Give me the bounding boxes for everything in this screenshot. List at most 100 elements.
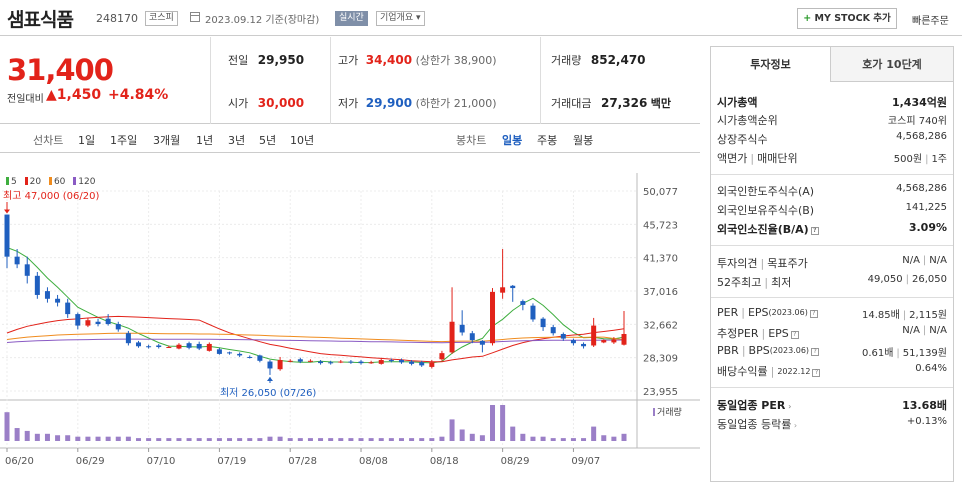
divider xyxy=(711,174,953,175)
tab-investment-info[interactable]: 투자정보 xyxy=(711,47,831,82)
stat-value: 30,000 xyxy=(257,96,305,110)
stat-label: 거래대금 xyxy=(551,97,592,110)
low-arrow-head xyxy=(266,376,273,381)
candle xyxy=(318,361,324,364)
volume-bar xyxy=(540,436,546,441)
help-icon[interactable]: ? xyxy=(809,310,818,318)
period-5y-button[interactable]: 5년 xyxy=(259,134,277,147)
add-my-stock-button[interactable]: + MY STOCK 추가 xyxy=(797,8,897,29)
help-icon[interactable]: ? xyxy=(811,348,820,356)
period-1d-button[interactable]: 1일 xyxy=(78,134,96,147)
candle xyxy=(257,355,263,361)
volume-bar xyxy=(267,436,273,441)
divider xyxy=(711,245,953,246)
period-1y-button[interactable]: 1년 xyxy=(196,134,214,147)
market-cap-row: 시가총액 1,434억원 xyxy=(717,96,947,109)
sector-per-row[interactable]: 동일업종 PER › 13.68배 xyxy=(717,399,947,412)
x-tick-label: 06/20 xyxy=(5,456,34,467)
volume-bar xyxy=(490,405,496,441)
sector-change-row[interactable]: 동일업종 등락률 › +0.13% xyxy=(717,416,947,431)
ma5-line xyxy=(6,247,625,364)
legend-ma20: 20 xyxy=(24,177,41,187)
candle xyxy=(479,340,485,345)
quick-order-button[interactable]: 빠른주문 xyxy=(912,16,949,27)
volume-bar xyxy=(378,438,384,441)
candle xyxy=(388,360,394,362)
stat-label: 전일 xyxy=(228,54,249,67)
volume-bar xyxy=(287,438,293,441)
candle xyxy=(449,321,455,353)
candle xyxy=(307,360,313,362)
price-chart[interactable]: 5 20 60 120 50,077 45,723 41,370 37,016 32,6… xyxy=(0,173,700,488)
price-panel: 31,400 전일대비 ▲1,450 +4.84% 전일 29,950 고가 3… xyxy=(0,37,700,124)
volume-bar xyxy=(469,433,475,441)
period-1w-button[interactable]: 1주일 xyxy=(110,134,138,147)
candle xyxy=(520,301,526,305)
period-daily-button[interactable]: 일봉 xyxy=(502,134,523,147)
candle xyxy=(550,327,556,334)
candle xyxy=(227,352,233,354)
help-icon[interactable]: ? xyxy=(810,227,819,235)
period-3m-button[interactable]: 3개월 xyxy=(153,134,181,147)
volume-bar xyxy=(348,438,354,441)
candle xyxy=(581,343,587,347)
volume-bar xyxy=(459,429,465,441)
investment-info-panel: 투자정보 호가 10단계 시가총액 1,434억원 시가총액순위 코스피 740위 … xyxy=(710,46,954,482)
candle xyxy=(358,361,364,364)
candle xyxy=(4,214,10,257)
realtime-button[interactable]: 실시간 xyxy=(335,11,368,26)
candle xyxy=(500,287,506,293)
period-monthly-button[interactable]: 월봉 xyxy=(573,134,594,147)
dividend-row: 배당수익률 | 2022.12? 0.64% xyxy=(717,363,947,378)
company-overview-dropdown[interactable]: 기업개요 ▾ xyxy=(376,11,425,26)
ma60-line xyxy=(6,332,625,343)
volume-bar xyxy=(4,412,10,441)
candle xyxy=(277,360,283,370)
ma20-line xyxy=(6,315,625,363)
volume-bar xyxy=(156,438,162,441)
candle xyxy=(419,362,425,366)
volume-bar xyxy=(409,438,415,441)
help-icon[interactable]: ? xyxy=(790,331,799,339)
market-cap-rank-row: 시가총액순위 코스피 740위 xyxy=(717,114,947,127)
foreign-limit-row: 외국인한도주식수(A) 4,568,286 xyxy=(717,183,947,198)
volume-bar xyxy=(176,438,182,441)
volume-bar xyxy=(75,436,81,441)
volume-bar xyxy=(115,436,121,441)
period-3y-button[interactable]: 3년 xyxy=(228,134,246,147)
volume-bar xyxy=(95,436,101,441)
stat-open: 시가 30,000 xyxy=(228,95,304,111)
candlestick-chart[interactable]: 50,077 45,723 41,370 37,016 32,662 28,309 23,9… xyxy=(0,173,700,488)
y-tick-label: 50,077 xyxy=(643,187,678,198)
week52-row: 52주최고 | 최저 49,050 | 26,050 xyxy=(717,274,947,289)
candle xyxy=(216,349,222,354)
candle xyxy=(206,343,212,351)
candle xyxy=(287,360,293,362)
volume-bar xyxy=(560,438,566,441)
volume-bar xyxy=(601,435,607,441)
x-tick-label: 08/08 xyxy=(359,456,388,467)
candle xyxy=(135,342,141,347)
candle xyxy=(166,347,172,349)
pbr-row: PBR | BPS(2023.06)? 0.61배 | 51,139원 xyxy=(717,344,947,359)
company-name: 샘표식품 xyxy=(7,9,74,31)
period-weekly-button[interactable]: 주봉 xyxy=(537,134,558,147)
period-10y-button[interactable]: 10년 xyxy=(290,134,315,147)
candle xyxy=(267,361,273,369)
divider xyxy=(330,37,331,124)
volume-bar xyxy=(328,438,334,441)
y-tick-label: 32,662 xyxy=(643,320,678,331)
volume-bar xyxy=(24,430,30,441)
listed-shares-row: 상장주식수 4,568,286 xyxy=(717,131,947,146)
candle xyxy=(591,325,597,346)
volume-bar xyxy=(530,436,536,441)
help-icon[interactable]: ? xyxy=(812,369,821,377)
volume-bar xyxy=(621,433,627,441)
volume-bar xyxy=(247,438,253,441)
candle xyxy=(338,361,344,363)
tab-orderbook-10[interactable]: 호가 10단계 xyxy=(831,47,953,82)
change-label: 전일대비 xyxy=(7,94,44,105)
volume-bar xyxy=(186,438,192,441)
candle xyxy=(14,256,20,265)
candle xyxy=(459,324,465,333)
